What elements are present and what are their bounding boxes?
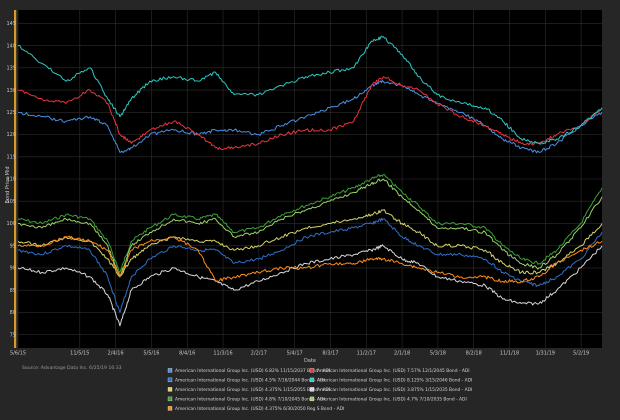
- y-tick-label: 105: [6, 199, 16, 205]
- legend-entry: American International Group Inc. (USD) …: [175, 397, 325, 403]
- x-tick-label: 8/4/16: [179, 351, 195, 357]
- y-tick-label: 130: [6, 88, 16, 94]
- series-lines: [17, 35, 603, 327]
- legend-swatch: [167, 387, 173, 392]
- y-tick-label: 85: [10, 288, 16, 294]
- y-tick-label: 140: [6, 43, 16, 49]
- y-tick-label: 125: [6, 110, 16, 116]
- series-line: [17, 76, 603, 150]
- legend-swatch: [309, 368, 315, 373]
- y-tick-label: 80: [10, 310, 16, 316]
- y-tick-label: 120: [6, 132, 16, 138]
- x-tick-label: 11/3/16: [213, 351, 232, 357]
- x-tick-label: 11/5/15: [70, 351, 89, 357]
- series-line: [17, 244, 603, 327]
- series-line: [17, 209, 603, 278]
- x-tick-label: 1/31/19: [536, 351, 555, 357]
- x-tick-label: 5/3/18: [430, 351, 446, 357]
- legend-swatch: [167, 396, 173, 402]
- x-tick-label: 8/2/18: [466, 351, 482, 357]
- x-tick-label: 11/1/18: [500, 351, 519, 357]
- y-tick-label: 75: [10, 332, 16, 338]
- y-axis-title: Bond Price Mid: [5, 166, 11, 203]
- legend-swatch: [309, 377, 315, 383]
- legend-entry: American International Group Inc. (USD) …: [317, 378, 472, 384]
- legend-swatch: [167, 406, 173, 411]
- x-tick-label: 2/2/17: [251, 351, 267, 357]
- legend-entry: American International Group Inc. (USD) …: [317, 397, 467, 403]
- y-tick-label: 110: [6, 177, 16, 183]
- legend-entry: American International Group Inc. (USD) …: [317, 368, 470, 374]
- x-tick-label: 11/2/17: [357, 351, 376, 357]
- x-tick-label: 8/3/17: [322, 351, 338, 357]
- y-tick-label: 90: [10, 266, 16, 272]
- series-line: [17, 217, 603, 313]
- legend: American International Group Inc. (USD) …: [167, 368, 472, 412]
- y-tick-label: 115: [6, 154, 16, 160]
- plot-accent-bar: [14, 10, 17, 348]
- series-line: [17, 35, 603, 145]
- legend-entry: American International Group Inc. (USD) …: [175, 368, 330, 374]
- x-tick-label: 2/4/16: [108, 351, 124, 357]
- legend-swatch: [167, 377, 173, 383]
- y-tick-label: 145: [6, 21, 16, 27]
- legend-entry: American International Group Inc. (USD) …: [317, 387, 472, 393]
- y-tick-label: 100: [6, 221, 16, 227]
- series-line: [17, 235, 603, 284]
- legend-entry: American International Group Inc. (USD) …: [175, 406, 344, 412]
- y-tick-labels: 75 80 85 90 95 100 105 110 115 120 125 130 135 140 145: [6, 21, 16, 338]
- y-tick-label: 135: [6, 66, 16, 72]
- x-tick-labels: 5/6/15 11/5/15 2/4/16 5/5/16 8/4/16 11/3/16 2/…: [10, 351, 589, 357]
- y-tick-label: 95: [10, 243, 16, 249]
- x-tick-label: 5/5/16: [143, 351, 159, 357]
- legend-entry: American International Group Inc. (USD) …: [175, 378, 325, 384]
- legend-swatch: [167, 368, 173, 373]
- series-line: [17, 80, 603, 154]
- legend-swatch: [309, 396, 315, 402]
- legend-entry: American International Group Inc. (USD) …: [175, 387, 330, 393]
- x-tick-label: 5/6/15: [10, 351, 26, 357]
- x-tick-label: 2/1/18: [394, 351, 410, 357]
- legend-swatch: [309, 387, 315, 392]
- series-line: [17, 174, 603, 273]
- x-axis-title: Date: [304, 358, 316, 364]
- x-tick-label: 5/2/19: [573, 351, 589, 357]
- x-tick-label: 5/4/17: [287, 351, 303, 357]
- source-note: Source: Advantage Data Inc. 6/25/19 16:3…: [22, 365, 122, 371]
